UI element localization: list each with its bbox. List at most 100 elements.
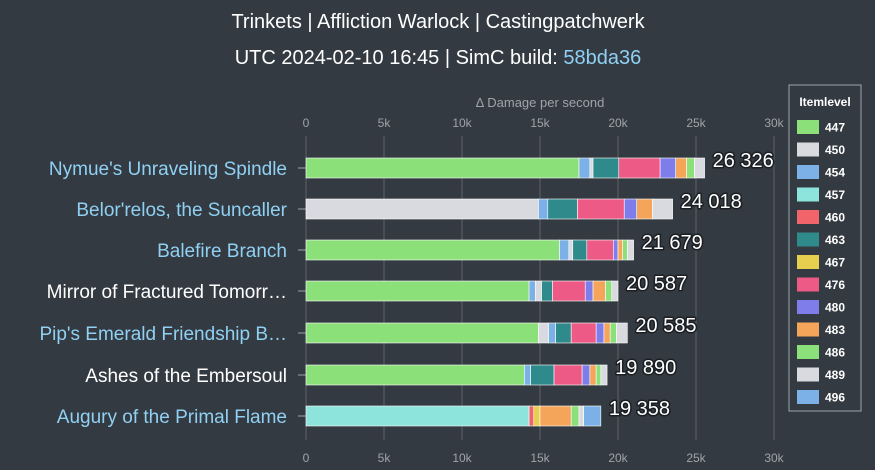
legend-label: 480: [825, 301, 845, 315]
bar-segment-486: [605, 280, 613, 302]
legend-label: 496: [825, 391, 845, 405]
bar-segment-454: [528, 280, 536, 302]
category-label[interactable]: Augury of the Primal Flame: [57, 407, 287, 428]
category-label[interactable]: Belor'relos, the Suncaller: [76, 200, 287, 221]
legend-label: 476: [825, 278, 845, 292]
legend-label: 467: [825, 256, 845, 270]
bar-segment-480: [595, 322, 605, 344]
bar-total-label: 26 326: [713, 150, 774, 172]
x-axis-top: 0 5k 10k 15k 20k 25k 30k: [303, 116, 785, 130]
bar-segment-489: [627, 239, 634, 261]
legend-item-489[interactable]: 489: [797, 367, 845, 383]
bar-segment-480: [581, 364, 591, 386]
bar-segment-483: [603, 322, 611, 344]
x-axis-bottom: 0 5k 10k 15k 20k 25k 30k: [303, 451, 785, 465]
bar-segment-447: [305, 157, 580, 179]
chart-subtitle: UTC 2024-02-10 16:45 | SimC build: 58bda…: [235, 47, 642, 69]
x-tick-label-top: 10k: [452, 116, 472, 130]
legend-swatch: [797, 142, 819, 157]
bar-segment-467: [533, 405, 541, 427]
bar-segment-489: [600, 364, 608, 386]
bar-segment-463: [592, 157, 620, 179]
category-label[interactable]: Mirror of Fractured Tomorr…: [47, 282, 287, 303]
legend-swatch: [797, 255, 819, 269]
legend-item-447[interactable]: 447: [797, 120, 845, 135]
legend-item-480[interactable]: 480: [797, 300, 845, 315]
legend-swatch: [797, 210, 819, 224]
legend-swatch: [797, 345, 819, 359]
bar-total-label: 19 358: [609, 398, 670, 420]
legend-item-460[interactable]: 460: [797, 210, 845, 225]
bar-segment-463: [547, 198, 578, 220]
bar-segment-480: [584, 280, 594, 302]
legend-item-496[interactable]: 496: [797, 390, 845, 405]
legend-swatch: [797, 187, 819, 202]
bar-segment-486: [595, 364, 602, 386]
bar-segment-463: [572, 239, 588, 261]
legend-label: 483: [825, 323, 845, 337]
x-tick-label-bottom: 30k: [764, 451, 784, 465]
bar-segment-480: [659, 157, 677, 179]
bar-segment-483: [636, 198, 653, 220]
bar-segment-489: [578, 405, 584, 427]
legend-swatch: [797, 390, 819, 404]
legend-item-486[interactable]: 486: [797, 345, 845, 360]
x-tick-label-top: 5k: [378, 116, 392, 130]
legend-item-457[interactable]: 457: [797, 187, 845, 203]
legend-swatch: [797, 367, 819, 382]
bar-segment-483: [592, 280, 606, 302]
bar-segment-476: [577, 198, 625, 220]
legend-swatch: [797, 232, 819, 247]
bar-segment-463: [555, 322, 572, 344]
legend-label: 454: [825, 166, 845, 180]
category-label[interactable]: Pip's Emerald Friendship B…: [39, 324, 287, 345]
bar-segment-476: [586, 239, 614, 261]
bar-segment-454: [524, 364, 531, 386]
legend-swatch: [797, 120, 819, 134]
x-axis-title: Δ Damage per second: [476, 95, 605, 110]
x-tick-label-bottom: 20k: [608, 451, 628, 465]
x-tick-label-top: 20k: [608, 116, 628, 130]
x-tick-label-bottom: 5k: [378, 451, 392, 465]
bar-total-label: 19 890: [615, 357, 676, 379]
bar-segment-447: [305, 322, 539, 344]
category-label[interactable]: Nymue's Unraveling Spindle: [49, 159, 287, 180]
bar-segment-454: [548, 322, 556, 344]
bar-segment-450: [589, 157, 594, 179]
bar-segment-489: [611, 280, 619, 302]
bar-total-label: 24 018: [681, 191, 742, 213]
bar-segment-489: [616, 322, 628, 344]
bar-segment-483: [589, 364, 597, 386]
legend-box: [788, 84, 862, 412]
legend: Itemlevel 447 450 454 457 460 463 467 476 480 483…: [788, 84, 862, 412]
x-tick-label-top: 15k: [530, 116, 550, 130]
legend-item-463[interactable]: 463: [797, 232, 845, 248]
bar-segment-489: [694, 157, 705, 179]
bar-segment-460: [528, 405, 535, 427]
category-label[interactable]: Ashes of the Embersoul: [85, 366, 287, 387]
x-tick-label-bottom: 10k: [452, 451, 472, 465]
bar-segment-454: [559, 239, 570, 261]
bar-segment-463: [541, 280, 553, 302]
bar-segment-450: [305, 198, 539, 220]
x-tick-label-top: 25k: [686, 116, 706, 130]
bar-segment-489: [652, 198, 673, 220]
legend-label: 489: [825, 368, 845, 382]
legend-item-483[interactable]: 483: [797, 322, 845, 338]
legend-label: 486: [825, 346, 845, 360]
build-hash-link[interactable]: 58bda36: [563, 47, 641, 69]
subtitle-text: UTC 2024-02-10 16:45 | SimC build:: [235, 47, 564, 69]
legend-item-467[interactable]: 467: [797, 255, 845, 270]
bar-segment-480: [623, 198, 638, 220]
legend-item-476[interactable]: 476: [797, 277, 845, 293]
x-tick-label-bottom: 0: [303, 451, 310, 465]
bar-segment-486: [570, 405, 580, 427]
legend-label: 463: [825, 233, 845, 247]
bar-segment-457: [305, 405, 530, 427]
bar-segment-476: [552, 280, 586, 302]
legend-item-454[interactable]: 454: [797, 165, 845, 180]
bar-segment-447: [305, 280, 530, 302]
category-label[interactable]: Balefire Branch: [157, 241, 287, 262]
legend-item-450[interactable]: 450: [797, 142, 845, 158]
